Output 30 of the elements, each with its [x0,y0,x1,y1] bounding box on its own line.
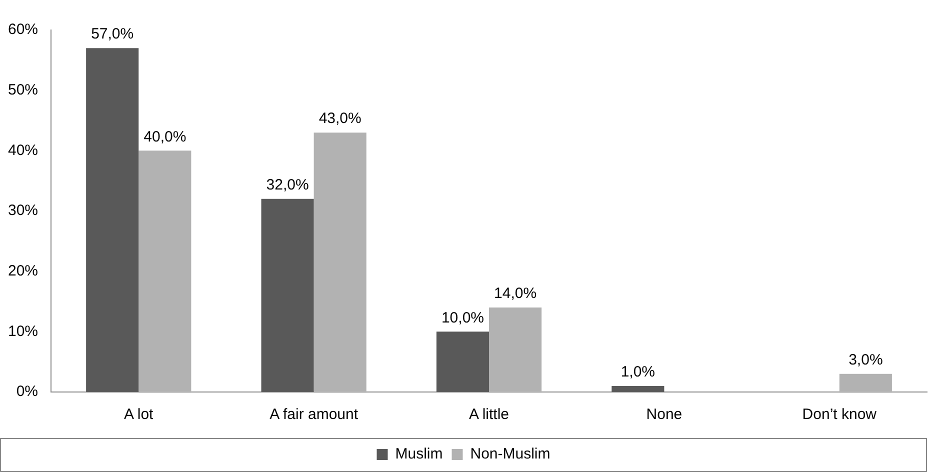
bar [839,374,892,392]
x-tick-label: None [646,406,682,424]
data-label: 32,0% [266,176,309,194]
x-tick-label: A little [468,406,510,424]
data-label: 57,0% [91,26,134,43]
y-tick-label: 10% [8,322,38,340]
x-tick-label: A lot [124,406,154,424]
bar [138,150,192,392]
x-tick-label: A fair amount [270,406,359,424]
bar [314,132,366,392]
data-label: 40,0% [144,128,186,146]
legend-label: Non-Muslim [470,446,550,463]
y-tick-label: 50% [8,81,38,98]
data-label: 10,0% [441,309,484,326]
legend-label: Muslim [395,446,443,463]
y-tick-label: 60% [8,21,38,38]
y-tick-label: 30% [8,202,38,220]
data-label: 14,0% [494,285,537,302]
data-label: 3,0% [848,352,883,369]
bar [86,48,139,392]
y-tick-label: 0% [16,383,38,400]
bar [612,386,664,392]
y-tick-label: 40% [8,142,38,159]
bar [261,198,314,392]
bar [489,308,542,392]
data-label: 43,0% [318,110,362,128]
y-tick-label: 20% [8,262,38,280]
data-label: 1,0% [620,364,656,381]
bar [436,332,490,392]
x-tick-label: Don’t know [802,406,877,424]
